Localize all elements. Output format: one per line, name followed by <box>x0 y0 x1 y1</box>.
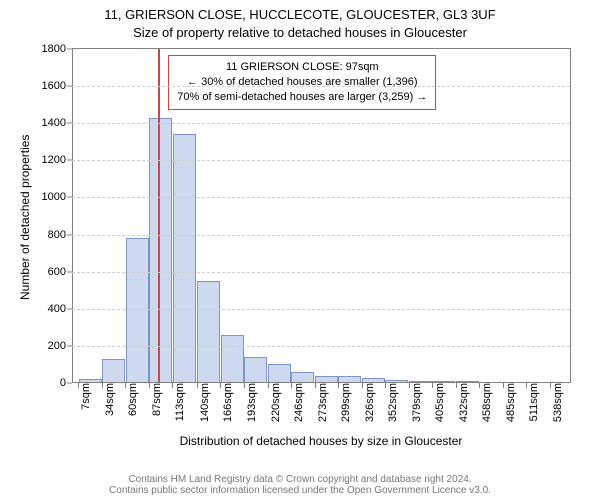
x-tick-label: 34sqm <box>98 383 116 416</box>
gridline-h <box>72 197 570 198</box>
gridline-h <box>72 272 570 273</box>
x-axis-label: Distribution of detached houses by size … <box>72 434 570 448</box>
gridline-h <box>72 346 570 347</box>
x-tick-label: 220sqm <box>264 383 282 422</box>
x-tick-label: 458sqm <box>475 383 493 422</box>
x-tick-label: 113sqm <box>168 383 186 421</box>
x-tick-label: 485sqm <box>499 383 517 422</box>
credit-line-3: Contains public sector information licen… <box>0 485 600 496</box>
title-address: 11, GRIERSON CLOSE, HUCCLECOTE, GLOUCEST… <box>0 6 600 24</box>
histogram-bar <box>102 359 125 383</box>
x-tick-label: 352sqm <box>381 383 399 422</box>
x-tick-label: 538sqm <box>546 383 564 422</box>
chart-title: 11, GRIERSON CLOSE, HUCCLECOTE, GLOUCEST… <box>0 0 600 41</box>
callout-box: 11 GRIERSON CLOSE: 97sqm ← 30% of detach… <box>168 55 436 110</box>
x-tick-label: 166sqm <box>216 383 234 422</box>
x-tick-label: 87sqm <box>145 383 163 416</box>
histogram-bar <box>221 335 244 383</box>
histogram-bar <box>244 357 267 383</box>
x-tick-label: 511sqm <box>522 383 540 421</box>
gridline-h <box>72 160 570 161</box>
x-tick-label: 432sqm <box>452 383 470 422</box>
x-tick-label: 140sqm <box>193 383 211 422</box>
x-tick-label: 7sqm <box>74 383 92 410</box>
plot-area: 11 GRIERSON CLOSE: 97sqm ← 30% of detach… <box>72 48 571 383</box>
x-tick-label: 326sqm <box>358 383 376 422</box>
histogram-bar <box>149 118 172 383</box>
chart-container: { "title_line1": "11, GRIERSON CLOSE, HU… <box>0 0 600 500</box>
y-axis-label: Number of detached properties <box>18 135 32 300</box>
marker-vertical-line <box>158 49 160 383</box>
gridline-h <box>72 235 570 236</box>
x-tick-label: 60sqm <box>121 383 139 416</box>
gridline-h <box>72 86 570 87</box>
callout-line-2: ← 30% of detached houses are smaller (1,… <box>177 75 427 90</box>
title-subtitle: Size of property relative to detached ho… <box>0 24 600 42</box>
x-tick-label: 405sqm <box>428 383 446 422</box>
gridline-h <box>72 309 570 310</box>
histogram-bar <box>268 364 291 383</box>
credit-line-1: Contains HM Land Registry data © Crown c… <box>0 474 600 485</box>
x-tick-label: 379sqm <box>405 383 423 422</box>
credits: Contains HM Land Registry data © Crown c… <box>0 474 600 496</box>
gridline-h <box>72 123 570 124</box>
x-tick-label: 246sqm <box>287 383 305 422</box>
callout-line-3: 70% of semi-detached houses are larger (… <box>177 90 427 105</box>
histogram-bar <box>197 281 220 383</box>
x-tick-label: 299sqm <box>334 383 352 422</box>
callout-line-1: 11 GRIERSON CLOSE: 97sqm <box>177 60 427 75</box>
x-tick-label: 273sqm <box>311 383 329 422</box>
x-tick-label: 193sqm <box>240 383 258 422</box>
histogram-bar <box>126 238 149 383</box>
